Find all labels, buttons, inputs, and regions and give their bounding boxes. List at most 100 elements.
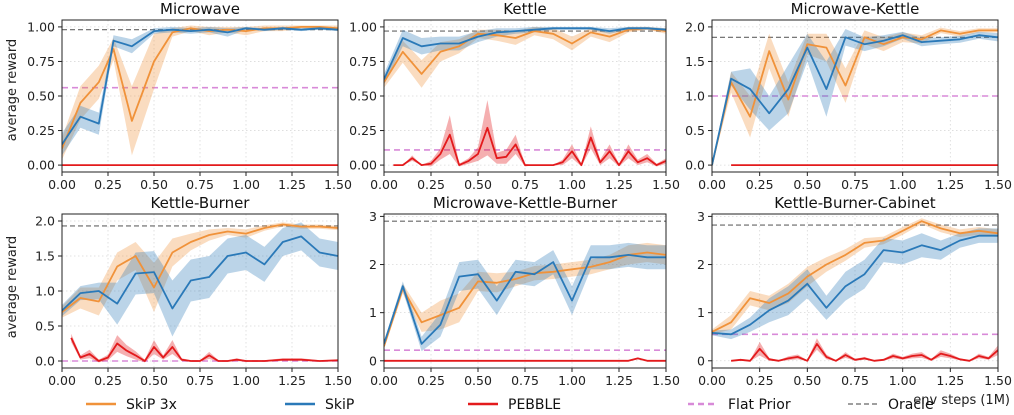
x-tick-label: 0.25 bbox=[94, 177, 122, 192]
y-tick-label: 1.5 bbox=[35, 249, 55, 264]
y-tick-label: 1.00 bbox=[27, 19, 55, 34]
band-pebble bbox=[731, 338, 998, 362]
y-tick-label: 0 bbox=[697, 353, 705, 368]
x-tick-label: 0.25 bbox=[417, 373, 445, 388]
legend-label: SkiP 3x bbox=[126, 397, 177, 413]
x-tick-label: 1.25 bbox=[605, 177, 633, 192]
y-tick-label: 1 bbox=[697, 305, 705, 320]
x-tick-label: 1.25 bbox=[936, 177, 964, 192]
x-tick-label: 0.25 bbox=[746, 373, 774, 388]
y-tick-label: 2 bbox=[697, 257, 705, 272]
series-line-skip bbox=[384, 27, 666, 80]
legend-item-skip: SkiP bbox=[285, 397, 354, 413]
x-tick-label: 0.25 bbox=[417, 177, 445, 192]
x-tick-label: 0.50 bbox=[464, 373, 492, 388]
x-tick-label: 0.00 bbox=[370, 373, 398, 388]
x-tick-label: 0.75 bbox=[511, 373, 539, 388]
axes-frame bbox=[61, 213, 339, 369]
series-line-pebble bbox=[393, 126, 666, 167]
band-skip3x bbox=[384, 26, 666, 88]
x-tick-label: 1.25 bbox=[278, 373, 306, 388]
band-skip bbox=[712, 228, 998, 340]
x-tick-label: 0.25 bbox=[94, 373, 122, 388]
axes-frame bbox=[61, 19, 339, 173]
x-tick-label: 0.25 bbox=[746, 177, 774, 192]
y-tick-label: 0.75 bbox=[27, 54, 55, 69]
x-tick-label: 1.25 bbox=[278, 177, 306, 192]
y-tick-label: 1 bbox=[369, 305, 377, 320]
plot-area bbox=[62, 25, 338, 167]
band-skip3x bbox=[712, 27, 998, 167]
x-tick-label: 1.50 bbox=[652, 373, 680, 388]
legend: SkiP 3x SkiP PEBBLE Flat Prior Oracle bbox=[86, 397, 934, 413]
series-line-skip bbox=[62, 235, 338, 312]
legend-label: PEBBLE bbox=[508, 397, 561, 413]
series-line-skip bbox=[712, 34, 998, 166]
y-tick-label: 0.5 bbox=[35, 319, 55, 334]
x-tick-label: 1.00 bbox=[232, 373, 260, 388]
y-axis-label-bottom: average reward bbox=[5, 236, 20, 338]
x-axis-label: env steps (1M) bbox=[913, 393, 1010, 408]
panel-kettle-burner-cabinet: 0.00 0.25 0.50 0.75 1.00 1.25 1.50 0 1 2 3 Kettle-B… bbox=[697, 194, 1012, 388]
y-tick-label: 0.00 bbox=[27, 158, 55, 173]
x-tick-label: 0.75 bbox=[841, 177, 869, 192]
x-tick-label: 0.00 bbox=[698, 373, 726, 388]
y-tick-label: 0.50 bbox=[349, 89, 377, 104]
x-tick-label: 1.50 bbox=[984, 177, 1012, 192]
y-tick-label: 2.0 bbox=[35, 214, 55, 229]
series-line-skip3x bbox=[384, 27, 666, 83]
y-tick-label: 0 bbox=[369, 353, 377, 368]
plot-area bbox=[62, 222, 338, 363]
x-tick-label: 1.00 bbox=[889, 373, 917, 388]
legend-label: Oracle bbox=[888, 397, 934, 413]
subplot-grid: 0.00 0.25 0.50 0.75 1.00 1.25 1.500.000.250.50… bbox=[27, 0, 1012, 388]
series-line-skip bbox=[384, 253, 666, 345]
y-tick-label: 2.0 bbox=[685, 19, 705, 34]
plot-area bbox=[384, 220, 666, 362]
legend-item-oracle: Oracle bbox=[848, 397, 934, 413]
plot-area bbox=[712, 218, 998, 362]
panel-title: Microwave-Kettle bbox=[791, 0, 920, 18]
x-tick-label: 0.75 bbox=[511, 177, 539, 192]
y-tick-label: 0.00 bbox=[349, 158, 377, 173]
series-line-pebble bbox=[384, 357, 666, 362]
plot-area bbox=[384, 26, 666, 167]
y-tick-label: 0.25 bbox=[27, 123, 55, 138]
x-tick-label: 1.50 bbox=[324, 177, 352, 192]
y-tick-label: 1.0 bbox=[35, 284, 55, 299]
x-tick-label: 0.00 bbox=[48, 373, 76, 388]
x-tick-label: 0.75 bbox=[841, 373, 869, 388]
x-tick-label: 0.50 bbox=[793, 373, 821, 388]
panel-title: Microwave bbox=[160, 0, 240, 18]
x-tick-label: 1.50 bbox=[652, 177, 680, 192]
x-tick-label: 0.50 bbox=[464, 177, 492, 192]
legend-label: Flat Prior bbox=[728, 397, 791, 413]
y-tick-label: 3 bbox=[369, 209, 377, 224]
x-tick-label: 0.75 bbox=[186, 177, 214, 192]
panel-title: Kettle bbox=[503, 0, 546, 18]
band-skip3x bbox=[712, 218, 998, 335]
y-tick-label: 0.5 bbox=[685, 123, 705, 138]
band-pebble bbox=[393, 100, 666, 167]
panel-title: Kettle-Burner-Cabinet bbox=[774, 194, 936, 212]
x-tick-label: 1.25 bbox=[936, 373, 964, 388]
legend-label: SkiP bbox=[325, 397, 354, 413]
y-tick-label: 2 bbox=[369, 257, 377, 272]
legend-item-flat_prior: Flat Prior bbox=[688, 397, 791, 413]
y-axis-label-top: average reward bbox=[5, 39, 20, 141]
panel-microwave-kettle-burner: 0.00 0.25 0.50 0.75 1.00 1.25 1.50 0 1 2 3 Microwav… bbox=[369, 194, 680, 388]
series-line-pebble bbox=[731, 342, 998, 362]
x-tick-label: 0.50 bbox=[140, 177, 168, 192]
panel-kettle: 0.00 0.25 0.50 0.75 1.00 1.25 1.50 0.00 0.25 0.50… bbox=[349, 0, 680, 192]
series-line-skip3x bbox=[712, 220, 998, 333]
series-line-skip3x bbox=[62, 223, 338, 313]
y-tick-label: 0.75 bbox=[349, 54, 377, 69]
axes-frame bbox=[711, 19, 999, 173]
axes-frame bbox=[383, 213, 667, 369]
legend-item-skip3x: SkiP 3x bbox=[86, 397, 177, 413]
band-skip bbox=[384, 26, 666, 85]
x-tick-label: 0.00 bbox=[48, 177, 76, 192]
series-line-pebble bbox=[70, 337, 338, 362]
y-tick-label: 0.0 bbox=[35, 354, 55, 369]
